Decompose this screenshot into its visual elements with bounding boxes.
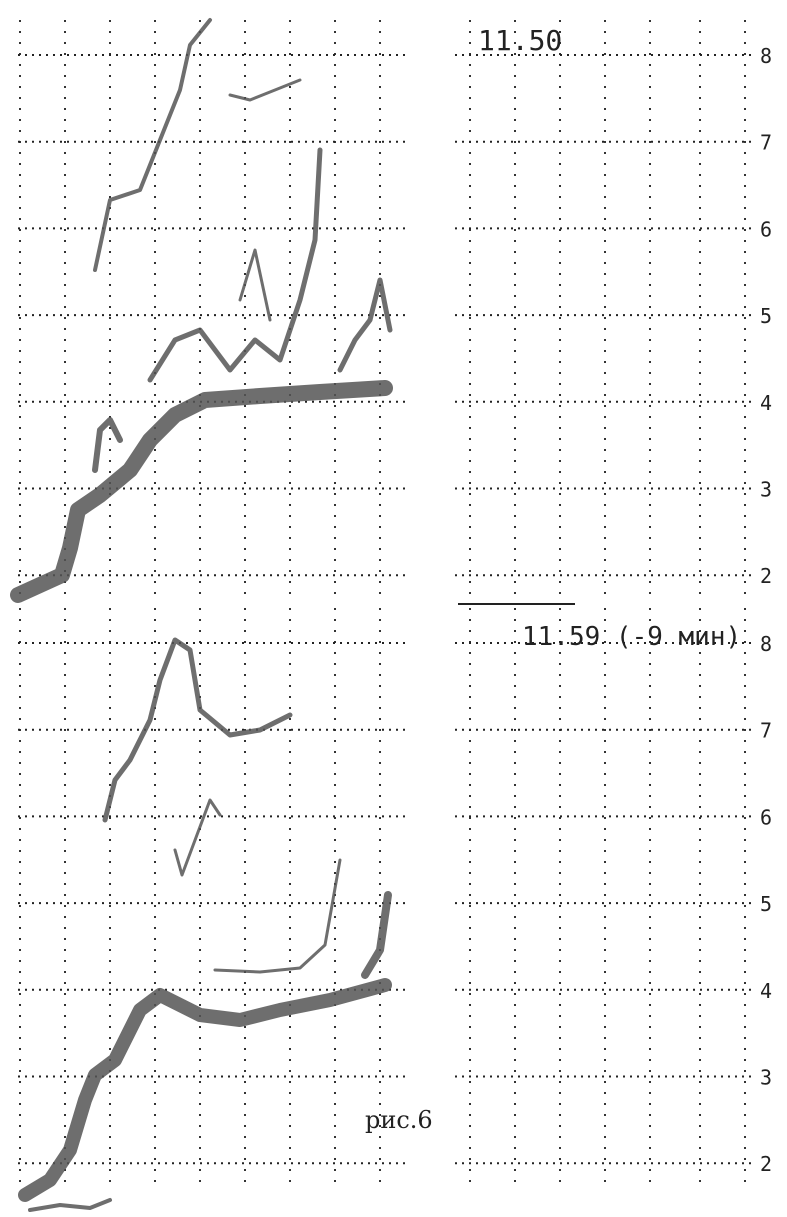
- tick-label: 2: [760, 1152, 772, 1176]
- tick-label: 4: [760, 391, 772, 415]
- background: [0, 0, 787, 1217]
- tick-label: 5: [760, 892, 772, 916]
- tick-label: 8: [760, 632, 772, 656]
- tick-label: 3: [760, 478, 772, 502]
- tick-label: 7: [760, 719, 772, 743]
- figure: 11.50 11.59 (-9 мин) рис.6 8 7 6 5 4 3 2 8 7 6 5 4 3…: [0, 0, 787, 1217]
- panel-time: 11.59 (-9 мин): [522, 622, 741, 652]
- tick-label: 3: [760, 1066, 772, 1090]
- tick-label: 2: [760, 564, 772, 588]
- tick-label: 8: [760, 44, 772, 68]
- tick-label: 4: [760, 979, 772, 1003]
- tick-label: 6: [760, 217, 772, 241]
- caption: рис.6: [365, 1106, 433, 1134]
- tick-label: 7: [760, 131, 772, 155]
- panel-time: 11.50: [478, 24, 562, 57]
- tick-label: 5: [760, 304, 772, 328]
- tick-label: 6: [760, 805, 772, 829]
